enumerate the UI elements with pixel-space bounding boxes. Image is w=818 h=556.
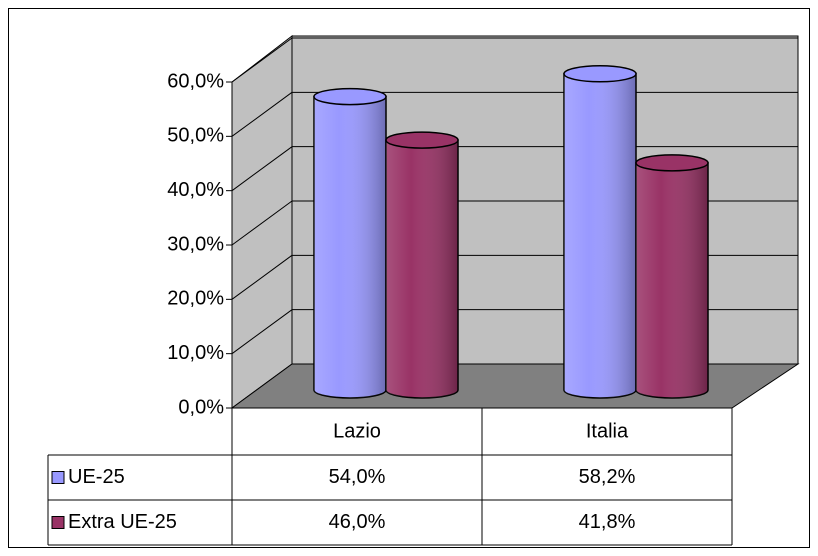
y-tick-label: 50,0%: [167, 125, 224, 147]
side-wall: [231, 34, 293, 409]
cylinder-shade: [386, 140, 458, 399]
y-tick-label: 10,0%: [167, 342, 224, 364]
cylinder-top: [385, 131, 459, 149]
table-value: 54,0%: [329, 466, 386, 488]
grid-line: [231, 91, 293, 137]
cylinder-top: [313, 87, 387, 106]
cylinder-shade: [636, 162, 708, 398]
legend-key: [51, 516, 65, 529]
table-value: 58,2%: [579, 466, 636, 488]
y-tick-label: 0,0%: [178, 396, 224, 418]
legend-key: [51, 471, 65, 484]
bars: [313, 65, 709, 399]
y-tick-label: 20,0%: [167, 288, 224, 310]
legend-label: Extra UE-25: [68, 511, 177, 533]
grid-line: [231, 309, 293, 355]
y-tick-label: 40,0%: [167, 179, 224, 201]
grid-line: [231, 146, 293, 192]
cylinder-top: [563, 65, 637, 83]
category-label: Italia: [586, 420, 629, 442]
category-label: Lazio: [333, 420, 381, 442]
table-value: 41,8%: [579, 511, 636, 533]
table-value: 46,0%: [329, 511, 386, 533]
grid-line: [231, 37, 293, 83]
y-tick-label: 60,0%: [167, 70, 224, 92]
data-table: Lazio Italia UE-25 54,0% 58,2% Extra UE-25 46,…: [47, 408, 733, 546]
cylinder-top: [635, 154, 709, 172]
grid-line: [231, 254, 293, 300]
y-tick-label: 30,0%: [167, 233, 224, 255]
grid-line: [231, 200, 293, 246]
legend-label: UE-25: [68, 466, 125, 488]
cylinder-shade: [314, 96, 386, 398]
cylinder-shade: [564, 73, 636, 398]
